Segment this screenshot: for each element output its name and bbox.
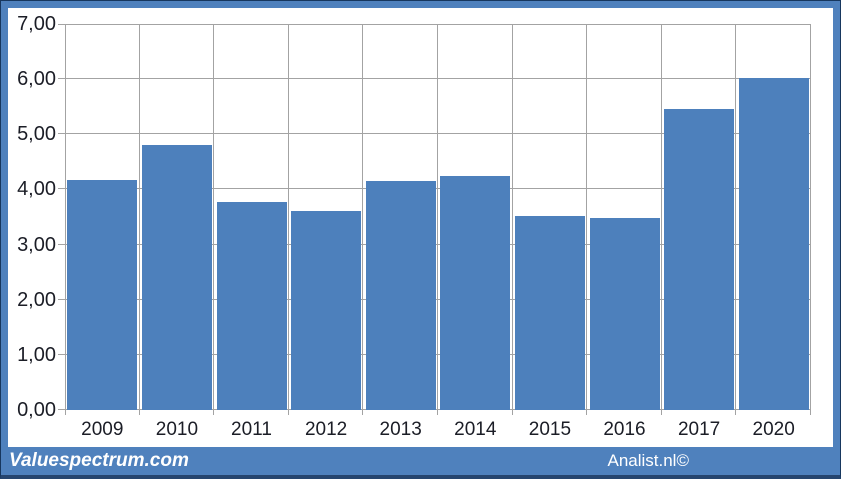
gridline-x-0 <box>65 24 66 410</box>
gridline-x-8 <box>661 24 662 410</box>
y-tick-5 <box>58 133 65 135</box>
x-tick-7 <box>586 410 587 415</box>
x-axis-label-2011: 2011 <box>231 419 272 440</box>
gridline-y-3 <box>65 243 811 245</box>
y-tick-0 <box>58 409 65 410</box>
analist-brand: Analist.nl© <box>607 451 689 470</box>
footer-bar: Valuespectrum.com Analist.nl© <box>1 447 840 475</box>
gridline-y-5 <box>65 133 811 135</box>
gridline-x-10 <box>810 24 811 410</box>
gridline-x-6 <box>512 24 513 410</box>
x-axis-label-2014: 2014 <box>454 419 497 440</box>
x-axis-label-2013: 2013 <box>379 419 422 440</box>
gridline-y-7 <box>65 24 811 25</box>
x-tick-9 <box>735 410 736 415</box>
x-axis-label-2017: 2017 <box>677 419 721 440</box>
x-axis-label-2015: 2015 <box>528 419 572 440</box>
y-tick-3 <box>58 243 65 245</box>
y-axis-label-3,00: 3,00 <box>17 233 56 256</box>
y-tick-1 <box>58 353 65 355</box>
bar-2015 <box>515 215 586 410</box>
gridline-y-2 <box>65 298 811 300</box>
gridline-x-5 <box>437 24 438 410</box>
valuespectrum-brand: Valuespectrum.com <box>9 450 189 471</box>
y-axis-label-0,00: 0,00 <box>17 399 56 421</box>
gridline-y-4 <box>65 188 811 190</box>
x-tick-5 <box>437 410 438 415</box>
x-tick-4 <box>362 410 363 415</box>
x-axis-label-2009: 2009 <box>81 419 124 440</box>
x-tick-3 <box>288 410 289 415</box>
bar-chart-plot-area <box>58 24 811 415</box>
gridline-x-9 <box>735 24 736 410</box>
x-tick-10 <box>810 410 811 415</box>
x-axis-label-2016: 2016 <box>603 419 646 440</box>
x-axis-label-2010: 2010 <box>155 419 199 440</box>
y-axis-label-6,00: 6,00 <box>17 68 56 91</box>
gridline-y-0 <box>65 409 811 410</box>
bar-2011 <box>216 201 287 410</box>
x-tick-6 <box>512 410 513 415</box>
gridline-x-2 <box>213 24 214 410</box>
gridline-x-4 <box>362 24 363 410</box>
x-tick-2 <box>213 410 214 415</box>
bar-2013 <box>365 181 436 410</box>
y-axis-label-2,00: 2,00 <box>17 288 56 311</box>
y-axis-label-5,00: 5,00 <box>17 123 56 146</box>
bar-2017 <box>664 108 735 410</box>
gridline-x-1 <box>139 24 140 410</box>
y-tick-4 <box>58 188 65 190</box>
y-axis-label-4,00: 4,00 <box>17 178 56 201</box>
bar-2014 <box>440 175 511 410</box>
y-tick-6 <box>58 78 65 80</box>
x-axis-label-2020: 2020 <box>752 419 795 440</box>
bar-2016 <box>589 217 660 410</box>
bar-2020 <box>738 77 809 410</box>
bar-2012 <box>291 210 362 410</box>
x-axis-label-2012: 2012 <box>304 419 348 440</box>
y-axis-label-7,00: 7,00 <box>17 13 56 35</box>
bar-2009 <box>67 179 138 410</box>
x-tick-1 <box>139 410 140 415</box>
y-tick-2 <box>58 298 65 300</box>
bar-2010 <box>142 144 213 410</box>
x-tick-8 <box>661 410 662 415</box>
gridline-x-3 <box>288 24 289 410</box>
gridline-x-7 <box>586 24 587 410</box>
y-tick-7 <box>58 24 65 25</box>
gridline-y-1 <box>65 353 811 355</box>
gridline-y-6 <box>65 78 811 80</box>
x-tick-0 <box>65 410 66 415</box>
y-axis-label-1,00: 1,00 <box>17 343 56 366</box>
